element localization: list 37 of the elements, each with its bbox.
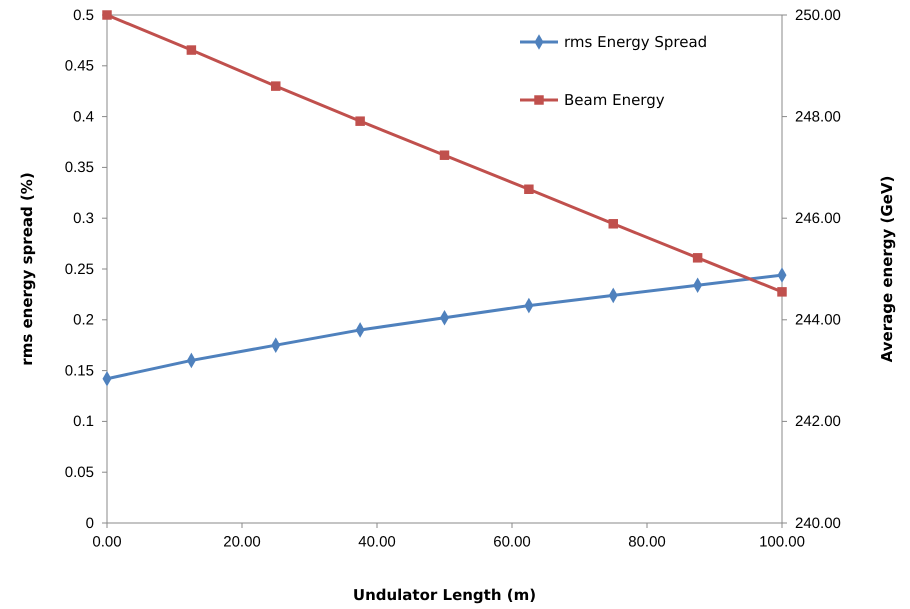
point xyxy=(608,219,618,229)
y-axis-title: rms energy spread (%) xyxy=(18,172,36,366)
point xyxy=(355,116,365,126)
legend-label: rms Energy Spread xyxy=(564,33,708,51)
x-tick-label: 60.00 xyxy=(493,534,531,551)
y-tick-label: 0.05 xyxy=(64,464,94,481)
point xyxy=(777,287,787,297)
y-tick-label: 0 xyxy=(86,514,94,532)
y2-axis-title: Average energy (GeV) xyxy=(878,176,896,362)
y-tick-label: 0.25 xyxy=(64,260,94,278)
y2-tick-label: 244.00 xyxy=(795,312,841,329)
point xyxy=(186,45,196,55)
y-tick-label: 0.15 xyxy=(64,362,94,380)
y-tick-label: 0.2 xyxy=(73,312,94,329)
point xyxy=(102,10,112,20)
y2-tick-label: 240.00 xyxy=(795,514,841,532)
point xyxy=(524,184,534,194)
y2-tick-label: 248.00 xyxy=(795,108,841,126)
x-tick-label: 20.00 xyxy=(223,534,261,551)
point xyxy=(692,253,702,263)
y-tick-label: 0.35 xyxy=(64,159,94,176)
y-tick-label: 0.45 xyxy=(64,58,94,75)
y2-tick-label: 250.00 xyxy=(795,6,841,24)
x-tick-label: 0.00 xyxy=(92,534,122,551)
point xyxy=(271,81,280,91)
x-tick-label: 100.00 xyxy=(759,534,805,551)
y2-tick-label: 242.00 xyxy=(795,413,841,430)
y-tick-label: 0.3 xyxy=(73,210,94,227)
y2-tick-label: 246.00 xyxy=(795,210,841,227)
legend-label: Beam Energy xyxy=(564,91,665,109)
y-tick-label: 0.4 xyxy=(73,108,94,126)
x-axis-title: Undulator Length (m) xyxy=(352,586,536,604)
x-tick-label: 40.00 xyxy=(358,534,396,551)
x-tick-label: 80.00 xyxy=(628,534,666,551)
point xyxy=(440,150,450,160)
y-tick-label: 0.5 xyxy=(73,6,94,24)
y-tick-label: 0.1 xyxy=(73,413,94,430)
